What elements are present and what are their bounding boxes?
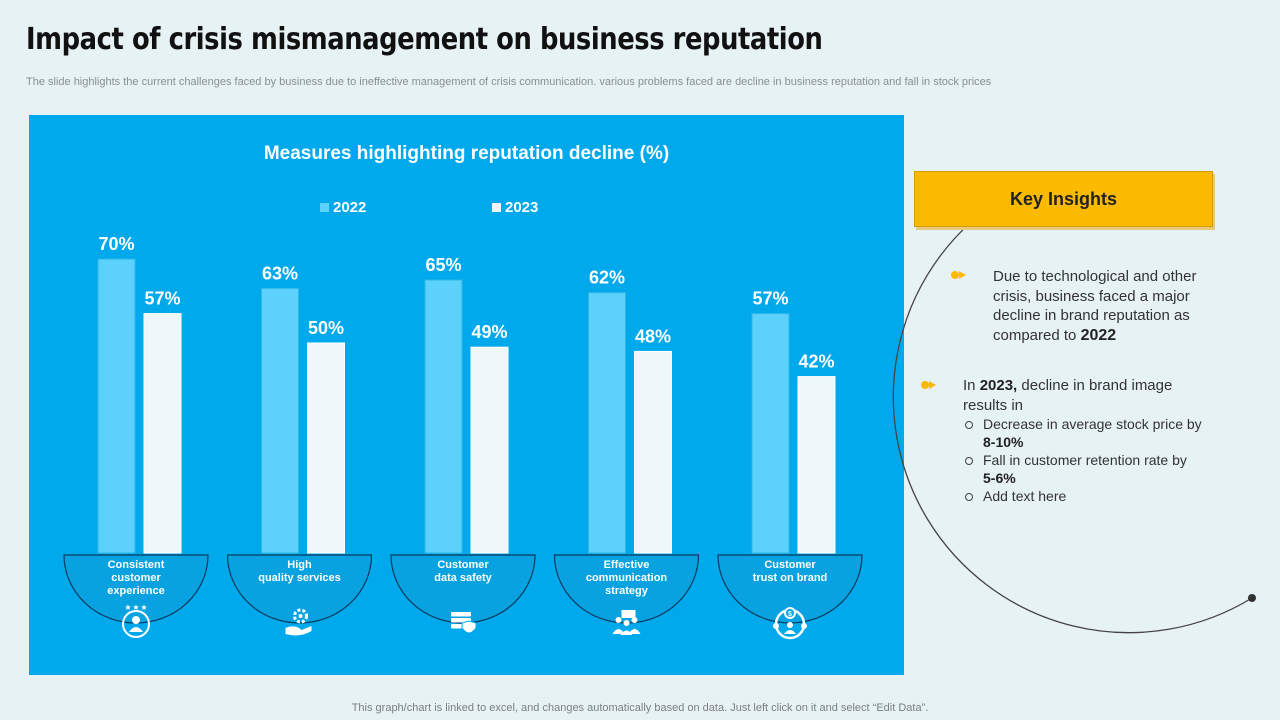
server-shield-icon <box>451 612 477 634</box>
category-label: communication <box>586 572 668 584</box>
category-label: Effective <box>604 559 650 571</box>
value-labels-layer: 70% 57% 63% 50% 65% 49% 62% 48% 57% 42% <box>98 234 834 372</box>
arc-end-dot <box>1248 594 1256 602</box>
category-base <box>717 554 863 624</box>
category-label: Consistent <box>108 559 165 571</box>
category-icons-layer: ★ ★ ★$ <box>122 603 807 640</box>
value-label: 42% <box>798 352 834 372</box>
subitem-text: Fall in customer retention rate by <box>983 452 1187 468</box>
bar-2022 <box>97 258 136 554</box>
legend-label-2023: 2023 <box>505 199 539 216</box>
footer-note: This graph/chart is linked to excel, and… <box>351 702 929 714</box>
insight-second: In 2023, decline in brand image results … <box>963 376 1218 505</box>
bar-2022 <box>751 313 790 554</box>
bullet-marker-icon <box>951 271 966 279</box>
key-insights-header: Key Insights <box>914 171 1213 227</box>
bar-2023 <box>634 350 672 554</box>
page-subtitle: The slide highlights the current challen… <box>26 76 992 88</box>
circle-bullet-icon <box>965 421 973 429</box>
bar-2023 <box>470 346 509 554</box>
value-label: 63% <box>262 263 298 283</box>
bar-2022 <box>424 279 463 554</box>
insight-first: Due to technological and other crisis, b… <box>993 267 1213 345</box>
insight-subitem: Add text here <box>963 487 1218 505</box>
value-label: 50% <box>308 318 344 338</box>
insight-first-text: Due to technological and other crisis, b… <box>993 268 1197 344</box>
insight-subitems: Decrease in average stock price by 8-10% … <box>963 415 1218 505</box>
category-label: trust on brand <box>753 572 828 584</box>
dollar-people-icon: $ <box>773 607 807 640</box>
category-base <box>63 554 209 624</box>
subitem-text: Decrease in average stock price by <box>983 416 1202 432</box>
subitem-value: 5-6% <box>983 470 1016 486</box>
insight-subitem: Decrease in average stock price by 8-10% <box>963 415 1218 451</box>
category-label: customer <box>111 572 161 584</box>
circle-bullet-icon <box>965 493 973 501</box>
value-label: 62% <box>589 268 625 288</box>
category-label: data safety <box>434 572 492 584</box>
category-label: Customer <box>764 559 816 571</box>
insight-second-text: decline in brand image results in <box>963 377 1173 414</box>
bar-2022 <box>261 287 299 554</box>
decorative-arc <box>892 195 1253 634</box>
value-label: 48% <box>635 326 671 346</box>
customer-star-icon: ★ ★ ★ <box>122 603 150 638</box>
page-title: Impact of crisis mismanagement on busine… <box>26 22 823 57</box>
subitem-text: Add text here <box>983 488 1067 504</box>
circle-bullet-icon <box>965 457 973 465</box>
value-label: 65% <box>425 255 461 275</box>
bar-2023 <box>307 342 345 554</box>
value-label: 57% <box>752 289 788 309</box>
bar-2023 <box>143 313 182 554</box>
bullet-marker-icon <box>921 381 936 389</box>
value-label: 49% <box>471 322 507 342</box>
legend-swatch-2023 <box>492 203 501 212</box>
insight-second-prefix: In <box>963 377 976 394</box>
legend-label-2022: 2022 <box>333 199 367 216</box>
legend-item-2023: 2023 <box>492 199 538 216</box>
insight-first-year: 2022 <box>1080 326 1117 344</box>
svg-text:★: ★ <box>124 603 131 612</box>
subitem-value: 8-10% <box>983 434 1024 450</box>
svg-text:★: ★ <box>132 603 139 612</box>
category-base <box>553 554 700 624</box>
legend-item-2022: 2022 <box>320 199 366 216</box>
bar-2023 <box>797 376 836 554</box>
category-label: quality services <box>258 572 341 584</box>
value-label: 57% <box>144 289 180 309</box>
insight-second-year: 2023, <box>979 377 1018 394</box>
category-label: High <box>287 559 312 571</box>
value-label: 70% <box>98 234 134 254</box>
legend-swatch-2022 <box>320 203 329 212</box>
chart-title: Measures highlighting reputation decline… <box>263 143 670 164</box>
bars-layer <box>97 258 836 554</box>
svg-text:$: $ <box>788 611 792 618</box>
svg-text:★: ★ <box>140 603 147 612</box>
category-label: Customer <box>437 559 489 571</box>
bar-2022 <box>588 292 626 554</box>
category-label: experience <box>107 585 164 597</box>
team-presentation-icon <box>612 610 641 635</box>
insight-subitem: Fall in customer retention rate by 5-6% <box>963 451 1218 487</box>
category-label: strategy <box>605 585 649 597</box>
hand-gear-icon <box>285 608 312 636</box>
